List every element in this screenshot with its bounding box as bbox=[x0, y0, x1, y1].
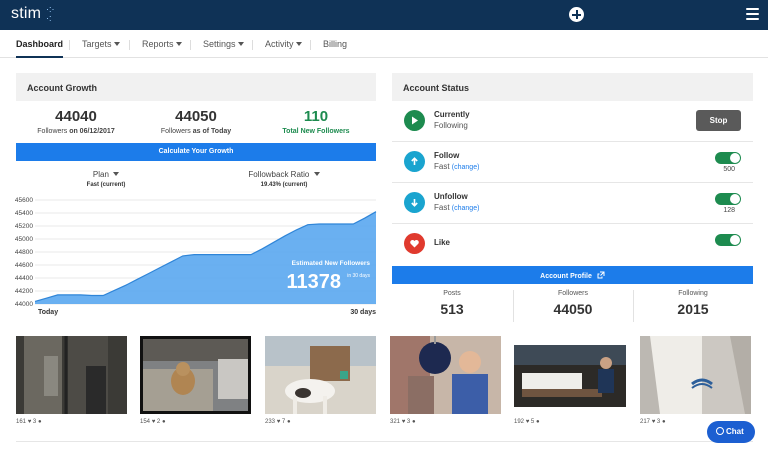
photo-meta: 161 ♥ 3 ● bbox=[16, 419, 42, 425]
account-growth-header: Account Growth bbox=[16, 73, 376, 101]
add-icon[interactable] bbox=[569, 7, 584, 22]
following-stat: Following 2015 bbox=[677, 290, 709, 317]
growth-chart: 44000 44200 44400 44600 44800 45000 45200 45400… bbox=[15, 197, 377, 316]
nav-targets[interactable]: Targets bbox=[82, 39, 120, 49]
comment-icon: ● bbox=[535, 419, 540, 425]
photo-thumbnail[interactable] bbox=[140, 336, 251, 414]
heart-icon: ♥ bbox=[651, 419, 656, 425]
photo-meta: 321 ♥ 3 ● bbox=[390, 419, 416, 425]
photo-thumbnail[interactable] bbox=[640, 336, 751, 414]
heart-icon: ♥ bbox=[151, 419, 156, 425]
comment-icon: ● bbox=[411, 419, 416, 425]
y-tick-label: 45600 bbox=[15, 197, 33, 204]
caret-down-icon bbox=[113, 172, 120, 176]
y-tick-label: 45400 bbox=[15, 210, 33, 217]
unfollow-change-link[interactable]: (change) bbox=[451, 205, 480, 212]
comment-icon: ● bbox=[286, 419, 291, 425]
external-link-icon bbox=[597, 271, 605, 279]
posts-stat: Posts 513 bbox=[440, 290, 464, 317]
follow-toggle[interactable] bbox=[715, 152, 741, 164]
x-start-label: Today bbox=[38, 309, 58, 316]
status-row-currently: Currently Following Stop bbox=[392, 101, 753, 142]
account-profile-button[interactable]: Account Profile bbox=[392, 266, 753, 284]
y-tick-label: 44400 bbox=[15, 275, 33, 282]
chart-y-ticks: 44000 44200 44400 44600 44800 45000 45200 45400… bbox=[15, 197, 33, 308]
app-logo[interactable]: stim bbox=[11, 5, 42, 22]
heart-icon: ♥ bbox=[525, 419, 530, 425]
y-tick-label: 44000 bbox=[15, 301, 33, 308]
stat-followers-start: 44040 Followers on 06/12/2017 bbox=[37, 108, 115, 135]
chart-line bbox=[34, 211, 377, 302]
nav-settings[interactable]: Settings bbox=[203, 39, 244, 49]
y-tick-label: 45200 bbox=[15, 223, 33, 230]
status-row-follow: Follow Fast (change) 500 bbox=[392, 142, 753, 183]
y-tick-label: 44800 bbox=[15, 249, 33, 256]
like-toggle[interactable] bbox=[715, 234, 741, 246]
stat-followers-today: 44050 Followers as of Today bbox=[160, 108, 232, 135]
photo-thumbnail[interactable] bbox=[265, 336, 376, 414]
heart-icon: ♥ bbox=[276, 419, 281, 425]
heart-icon: ♥ bbox=[27, 419, 32, 425]
estimate-period: in 30 days bbox=[347, 273, 370, 279]
photo-thumbnail[interactable] bbox=[16, 336, 127, 414]
y-tick-label: 45000 bbox=[15, 236, 33, 243]
chart-area bbox=[35, 211, 376, 304]
photo-meta: 217 ♥ 3 ● bbox=[640, 419, 666, 425]
x-end-label: 30 days bbox=[350, 309, 376, 316]
nav-billing[interactable]: Billing bbox=[323, 39, 348, 49]
photo-meta: 233 ♥ 7 ● bbox=[265, 419, 291, 425]
y-tick-label: 44200 bbox=[15, 288, 33, 295]
estimate-label: Estimated New Followers bbox=[292, 260, 371, 267]
nav-reports[interactable]: Reports bbox=[142, 39, 182, 49]
status-row-unfollow: Unfollow Fast (change) 128 bbox=[392, 183, 753, 224]
chart-grid bbox=[35, 199, 376, 305]
nav-dashboard[interactable]: Dashboard bbox=[16, 39, 64, 58]
unfollow-toggle[interactable] bbox=[715, 193, 741, 205]
caret-down-icon bbox=[313, 172, 320, 176]
comment-icon: ● bbox=[661, 419, 666, 425]
account-status-header: Account Status bbox=[392, 73, 753, 101]
play-icon bbox=[404, 110, 425, 131]
follow-count: 500 bbox=[723, 166, 735, 173]
estimate-value: 11378 bbox=[286, 271, 341, 293]
followback-ratio-select[interactable]: Followback Ratio 19.43% (current) bbox=[214, 170, 354, 188]
follow-change-link[interactable]: (change) bbox=[451, 164, 480, 171]
caret-down-icon bbox=[113, 42, 120, 46]
chat-bubble-icon bbox=[716, 427, 724, 435]
logo-spark-icon: ·:· ·: bbox=[46, 4, 55, 23]
arrow-down-icon bbox=[404, 192, 425, 213]
plan-select[interactable]: Plan Fast (current) bbox=[86, 170, 126, 188]
followers-stat: Followers 44050 bbox=[553, 290, 593, 317]
nav-activity[interactable]: Activity bbox=[265, 39, 302, 49]
caret-down-icon bbox=[295, 42, 302, 46]
caret-down-icon bbox=[175, 42, 182, 46]
top-bar: stim ·:· ·: bbox=[0, 0, 768, 30]
stat-new-followers: 110 Total New Followers bbox=[282, 108, 350, 135]
chat-button[interactable]: Chat bbox=[707, 421, 755, 443]
status-row-like: Like bbox=[392, 224, 753, 265]
arrow-up-icon bbox=[404, 151, 425, 172]
photo-meta: 192 ♥ 5 ● bbox=[514, 419, 540, 425]
hamburger-menu-icon[interactable] bbox=[746, 8, 759, 20]
y-tick-label: 44600 bbox=[15, 262, 33, 269]
photo-thumbnail[interactable] bbox=[390, 336, 501, 414]
heart-icon: ♥ bbox=[401, 419, 406, 425]
photo-thumbnail[interactable] bbox=[514, 345, 626, 407]
stop-button[interactable]: Stop bbox=[696, 110, 741, 131]
unfollow-count: 128 bbox=[723, 207, 735, 214]
comment-icon: ● bbox=[161, 419, 166, 425]
comment-icon: ● bbox=[37, 419, 42, 425]
calculate-growth-button[interactable]: Calculate Your Growth bbox=[16, 143, 376, 161]
heart-icon bbox=[404, 233, 425, 254]
photo-meta: 154 ♥ 2 ● bbox=[140, 419, 166, 425]
main-nav: Dashboard Targets Reports Settings Activ… bbox=[0, 30, 768, 58]
caret-down-icon bbox=[237, 42, 244, 46]
